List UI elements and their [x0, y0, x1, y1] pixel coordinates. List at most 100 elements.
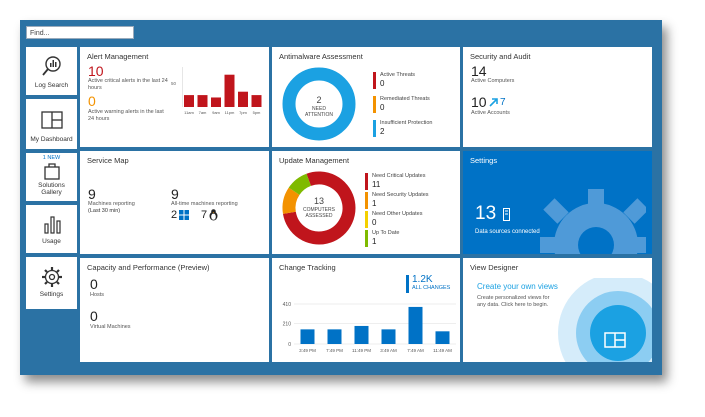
tile-alert-management[interactable]: Alert Management 10 Active critical aler…: [80, 47, 269, 147]
legend-color: [373, 72, 376, 89]
x-tick-label: 11:49 AM: [433, 348, 452, 353]
linux-penguin-icon: [209, 209, 218, 221]
tile-title: Settings: [470, 156, 498, 165]
antimalware-donut: [282, 67, 356, 141]
windows-icon: [179, 210, 189, 220]
x-tick-label: 7:49 PM: [326, 348, 343, 353]
legend-color: [365, 211, 368, 228]
tile-title: Antimalware Assessment: [279, 52, 363, 61]
x-tick-label: 7am: [199, 110, 207, 115]
legend-color: [365, 230, 368, 247]
legend-label: Active Threats: [380, 72, 416, 78]
tile-title: Capacity and Performance (Preview): [87, 263, 210, 272]
warning-count: 0: [88, 93, 96, 109]
legend-value: 2: [380, 127, 385, 136]
nav-usage[interactable]: Usage: [26, 205, 77, 253]
alert-bar: [251, 95, 262, 107]
change-bar: [354, 325, 369, 344]
y-tick-label: 410: [283, 302, 292, 308]
chart-ylabel: 50: [171, 81, 177, 86]
legend-value: 0: [372, 218, 377, 227]
legend-color: [365, 192, 368, 209]
machines-sub: (Last 30 min): [88, 208, 121, 214]
machines-value: 9: [88, 186, 96, 202]
nav-label: Solutions Gallery: [38, 182, 65, 196]
update-donut: [282, 171, 356, 245]
nav-settings[interactable]: Settings: [26, 257, 77, 309]
tile-settings[interactable]: Settings 13 Data sources connected: [463, 151, 652, 254]
linux-count: 7: [201, 209, 208, 221]
tile-title: Service Map: [87, 156, 129, 165]
alert-bar: [224, 74, 235, 107]
hosts-value: 0: [90, 276, 98, 292]
bar-chart-icon: [43, 216, 61, 234]
legend-label: Up To Date: [372, 230, 400, 236]
legend-value: 1: [372, 199, 377, 208]
tile-service-map[interactable]: Service Map 9 Machines reporting (Last 3…: [80, 151, 269, 254]
x-tick-label: 9am: [212, 110, 220, 115]
view-layout-icon: [604, 332, 626, 348]
x-tick-label: 11:49 PM: [352, 348, 371, 353]
alert-bar-chart: 11am 7am 9am 11pm 7pm 5pm: [182, 67, 262, 115]
search-chart-icon: [41, 56, 61, 76]
legend-value: 11: [372, 180, 381, 189]
alert-bar: [238, 91, 248, 107]
legend-label: Remediated Threats: [380, 96, 430, 102]
donut-center-value: 13: [313, 196, 324, 206]
workspace-frame: Find... Log Search My Dashboard 1 NEW So…: [20, 20, 662, 375]
change-bar: [381, 329, 396, 344]
nav-label: My Dashboard: [30, 136, 73, 143]
legend-label: Need Other Updates: [372, 211, 423, 217]
new-badge: 1 NEW: [42, 155, 61, 161]
x-tick-label: 7:49 AM: [407, 348, 424, 353]
x-tick-label: 7pm: [239, 110, 247, 115]
donut-segment: [288, 173, 312, 196]
legend-color: [373, 120, 376, 137]
x-tick-label: 5pm: [253, 110, 261, 115]
alltime-value: 9: [171, 186, 179, 202]
nav-label: Settings: [39, 291, 64, 298]
datasources-value: 13: [475, 203, 497, 224]
legend-value: 0: [380, 103, 385, 112]
nav-label: Usage: [42, 238, 61, 245]
legend-label: Insufficient Protection: [380, 120, 433, 126]
donut-center-label: COMPUTERS ASSESSED: [303, 207, 335, 219]
tile-title: View Designer: [470, 263, 519, 272]
critical-count: 10: [88, 63, 104, 79]
legend-value: 1: [372, 237, 377, 246]
gear-icon: [540, 189, 646, 254]
change-bar: [300, 329, 315, 344]
total-changes-value: 1.2K: [412, 274, 433, 285]
nav-log-search[interactable]: Log Search: [26, 47, 77, 95]
tile-antimalware[interactable]: Antimalware Assessment 2 NEED ATTENTION …: [272, 47, 460, 147]
designer-desc: Create personalized views for any data. …: [477, 295, 550, 308]
tile-update-management[interactable]: Update Management 13 COMPUTERS ASSESSED …: [272, 151, 460, 254]
change-bar: [435, 331, 450, 344]
legend-value: 0: [380, 79, 385, 88]
alert-bar: [211, 97, 221, 107]
vms-label: Virtual Machines: [90, 324, 131, 330]
tile-title: Update Management: [279, 156, 350, 165]
y-tick-label: 210: [283, 322, 292, 328]
search-input[interactable]: Find...: [26, 26, 134, 39]
datasources-label: Data sources connected: [475, 229, 540, 235]
donut-segment: [282, 171, 356, 245]
x-tick-label: 3:49 PM: [299, 348, 316, 353]
y-tick-label: 0: [288, 342, 291, 348]
x-tick-label: 11pm: [225, 110, 235, 115]
hosts-label: Hosts: [90, 292, 105, 298]
warning-label: Active warning alerts in the last 24 hou…: [88, 109, 164, 122]
tile-view-designer[interactable]: View Designer Create your own views Crea…: [463, 258, 652, 362]
tile-title: Alert Management: [87, 52, 149, 61]
donut-segment: [282, 187, 300, 214]
tile-capacity-performance[interactable]: Capacity and Performance (Preview) 0 Hos…: [80, 258, 269, 362]
nav-my-dashboard[interactable]: My Dashboard: [26, 99, 77, 149]
alert-bar: [184, 95, 194, 107]
server-icon: [503, 208, 510, 221]
nav-solutions-gallery[interactable]: 1 NEW Solutions Gallery: [26, 153, 77, 201]
donut-center-label: NEED ATTENTION: [305, 106, 333, 118]
legend-color: [365, 173, 368, 190]
legend-label: Need Security Updates: [372, 192, 429, 198]
tile-security-audit[interactable]: Security and Audit 14 Active Computers 1…: [463, 47, 652, 147]
